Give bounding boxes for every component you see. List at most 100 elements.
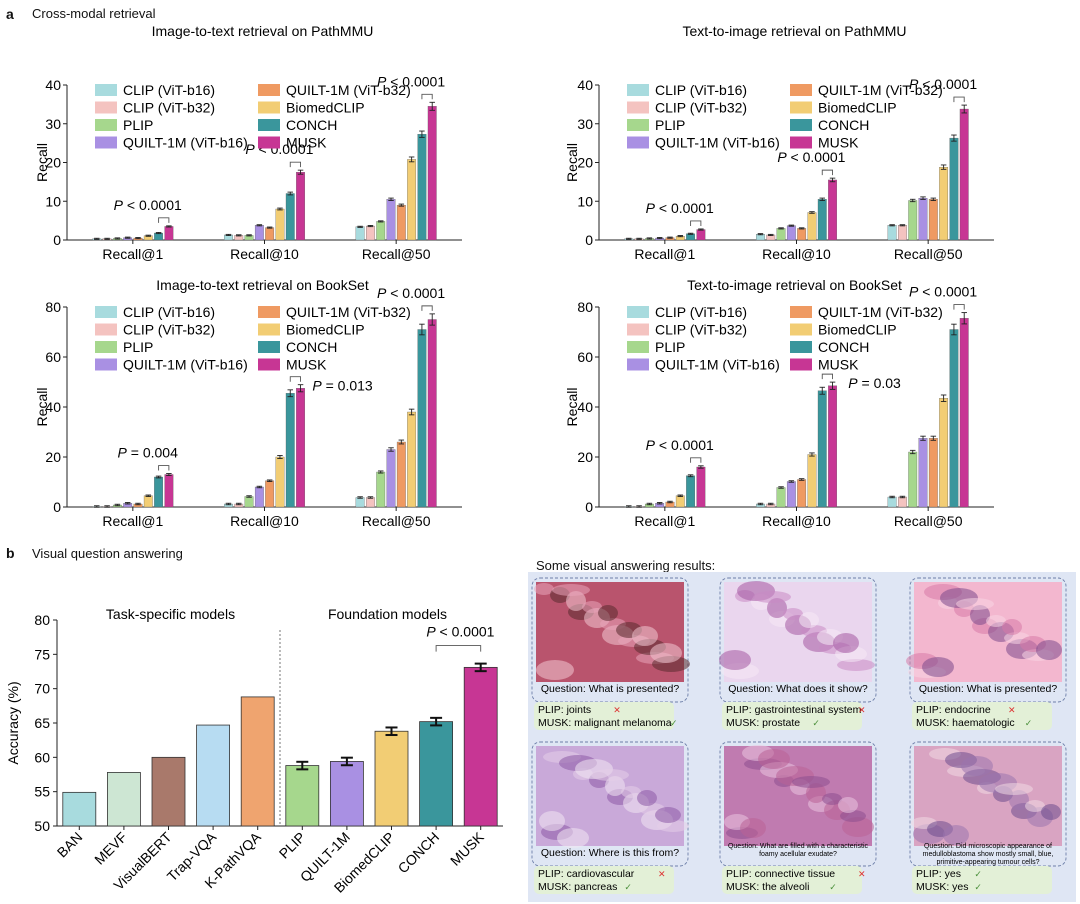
bar (928, 199, 938, 241)
panel-a-title: Cross-modal retrieval (32, 6, 156, 21)
bar (285, 765, 320, 827)
bar (427, 319, 437, 508)
musk-answer: MUSK: prostate (726, 717, 800, 729)
bar (887, 496, 897, 508)
legend-swatch (95, 119, 117, 131)
legend-label: CONCH (818, 117, 869, 133)
legend-swatch (258, 84, 280, 96)
plip-answer: PLIP: endocrine (916, 704, 991, 716)
legend-label: QUILT-1M (ViT-b16) (123, 357, 248, 373)
tissue-texture (552, 584, 590, 596)
bar (776, 487, 786, 508)
p-value-label: P < 0.0001 (377, 73, 445, 89)
bar (329, 761, 364, 827)
bar (887, 225, 897, 241)
significance-bracket (158, 465, 170, 471)
legend-label: CONCH (286, 117, 337, 133)
bar (807, 454, 817, 508)
tissue-texture (961, 756, 993, 776)
bar (396, 441, 406, 508)
p-value-label: P < 0.0001 (646, 200, 714, 216)
legend-label: QUILT-1M (ViT-b16) (655, 357, 780, 373)
example-tile: Question: What is presented? PLIP: endocr… (906, 577, 1067, 730)
y-tick-label: 40 (577, 77, 593, 93)
bar (386, 449, 396, 508)
y-axis-label: Recall (34, 388, 50, 427)
cross-icon: ✕ (858, 869, 866, 879)
group-label: Task-specific models (106, 606, 235, 622)
legend: CLIP (ViT-b16) QUILT-1M (ViT-b32) CLIP (Vi… (95, 304, 411, 373)
p-value-label: P < 0.0001 (909, 284, 977, 300)
significance-bracket (821, 169, 833, 176)
tissue-texture (582, 601, 602, 613)
legend: CLIP (ViT-b16) QUILT-1M (ViT-b32) CLIP (Vi… (627, 304, 943, 373)
legend-label: CLIP (ViT-b16) (655, 82, 747, 98)
example-tile: Question: Did microscopic appearance ofm… (909, 741, 1067, 894)
question-text: Question: What is presented? (541, 683, 679, 695)
legend-swatch (790, 84, 812, 96)
bar (407, 159, 417, 241)
y-tick-label: 80 (45, 299, 61, 315)
bar (154, 476, 163, 508)
significance-bracket (953, 304, 965, 310)
significance-bracket (435, 645, 482, 652)
y-tick-label: 0 (53, 499, 61, 515)
legend-label: CONCH (286, 339, 337, 355)
x-tick-label: Recall@10 (230, 246, 299, 262)
bar (696, 229, 706, 241)
y-tick-label: 20 (45, 155, 61, 171)
plip-answer: PLIP: connective tissue (726, 868, 835, 880)
legend-swatch (95, 358, 117, 371)
legend-swatch (627, 306, 649, 318)
chart-title: Image-to-text retrieval on PathMMU (152, 23, 374, 39)
legend-swatch (627, 136, 649, 149)
plip-answer: PLIP: gastrointestinal system (726, 704, 862, 716)
significance-bracket (421, 305, 433, 311)
bar (196, 724, 231, 827)
tissue-texture (758, 749, 790, 769)
bar (244, 496, 254, 508)
check-icon: ✓ (670, 718, 678, 728)
bar (797, 228, 807, 241)
bar (366, 225, 375, 241)
musk-answer: MUSK: yes (916, 881, 969, 893)
retrieval-chart-4: Text-to-image retrieval on BookSet 0 20 40 6… (564, 277, 994, 529)
y-tick-label: 50 (34, 818, 50, 834)
bar (828, 179, 837, 241)
examples-panel: Question: What is presented? PLIP: joints… (528, 572, 1076, 902)
p-value-label: P < 0.0001 (777, 149, 845, 165)
bar (154, 232, 163, 241)
answer-box (722, 866, 862, 894)
bar (417, 134, 427, 241)
significance-bracket (690, 220, 702, 226)
bar (939, 398, 949, 508)
bar (918, 197, 928, 241)
bar (296, 172, 305, 241)
tissue-texture (986, 615, 1006, 627)
legend-swatch (258, 306, 280, 318)
legend-label: PLIP (655, 339, 685, 355)
tissue-texture (621, 786, 641, 798)
x-tick-label: Recall@50 (894, 246, 963, 262)
legend-swatch (95, 84, 117, 96)
bar (928, 438, 938, 508)
bar (949, 329, 959, 508)
y-tick-label: 30 (45, 116, 61, 132)
legend-swatch (790, 341, 812, 353)
legend-label: MUSK (286, 135, 327, 151)
legend-label: QUILT-1M (ViT-b32) (286, 82, 411, 98)
bar (686, 475, 695, 508)
chart-title: Image-to-text retrieval on BookSet (156, 277, 369, 293)
legend-swatch (790, 101, 812, 114)
question-text: Question: What are filled with a charact… (728, 843, 869, 850)
tissue-texture (637, 790, 657, 806)
x-tick-label: Recall@50 (362, 513, 431, 529)
example-tile: Question: What does it show? PLIP: gastro… (719, 577, 877, 730)
answer-box (912, 702, 1052, 730)
check-icon: ✓ (812, 718, 820, 728)
x-tick-label: Recall@50 (894, 513, 963, 529)
legend-swatch (790, 358, 812, 371)
example-tile: Question: What is presented? PLIP: joints… (531, 577, 690, 730)
y-axis-label: Accuracy (%) (5, 681, 21, 764)
